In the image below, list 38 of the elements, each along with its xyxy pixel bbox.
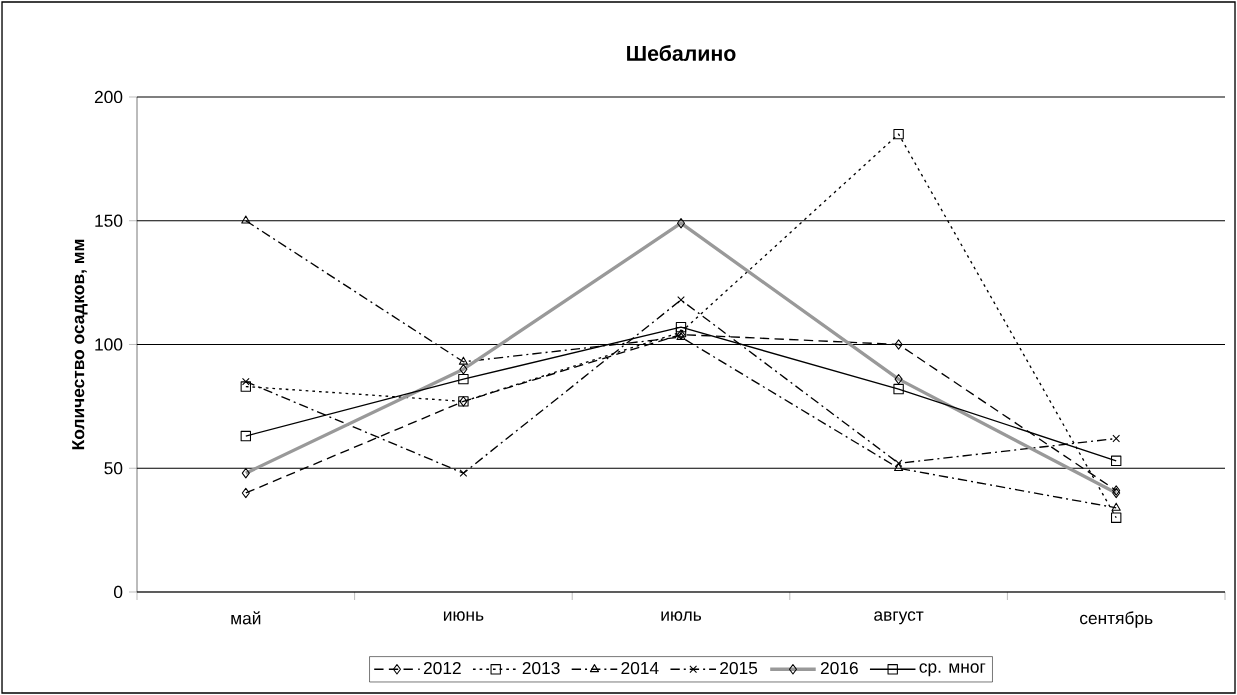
point	[677, 296, 685, 304]
point	[459, 469, 468, 478]
legend-label: 2016	[820, 661, 858, 675]
x-tick-label: август	[874, 611, 924, 625]
point	[240, 430, 252, 442]
chart-title: Шебалино	[627, 45, 736, 61]
legend-label: 2012	[423, 661, 461, 675]
point	[458, 356, 468, 365]
point	[1110, 512, 1122, 523]
point	[241, 215, 251, 224]
legend-label: 2015	[720, 661, 758, 675]
point	[458, 373, 469, 385]
x-tick-label: сентябрь	[1080, 611, 1153, 628]
point	[241, 377, 250, 386]
point	[893, 383, 904, 395]
point	[894, 339, 903, 350]
point	[1112, 434, 1121, 443]
y-axis-title: Количество осадков, мм	[72, 239, 88, 450]
point	[241, 487, 250, 499]
y-tick-label: 200	[94, 90, 123, 104]
point	[1110, 455, 1122, 467]
point	[240, 381, 252, 392]
y-tick-label: 100	[95, 338, 123, 351]
point	[894, 463, 904, 472]
y-tick-label: 0	[114, 585, 123, 599]
legend-label: ср. мног	[919, 663, 986, 677]
point	[1112, 485, 1121, 496]
legend-label: 2013	[522, 661, 560, 675]
x-tick-label: июль	[661, 611, 702, 621]
point	[894, 459, 903, 468]
point	[893, 128, 904, 140]
point	[675, 321, 687, 333]
legend-label: 2014	[621, 661, 659, 675]
x-tick-label: июнь	[443, 611, 484, 621]
y-tick-label: 50	[104, 462, 123, 475]
y-tick-label: 150	[95, 214, 123, 227]
x-tick-label: май	[231, 611, 261, 625]
point	[1111, 502, 1121, 511]
